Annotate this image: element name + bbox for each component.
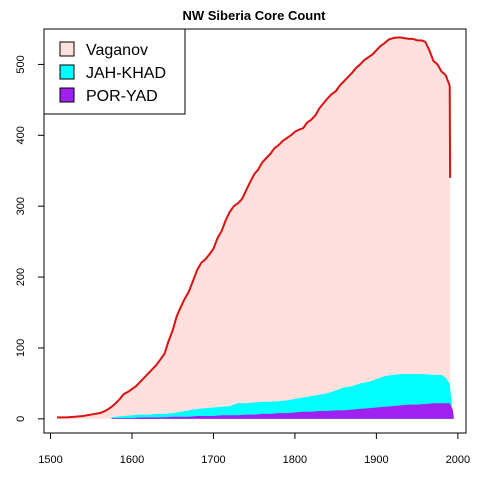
chart-title: NW Siberia Core Count bbox=[182, 8, 326, 23]
x-tick-label: 1900 bbox=[364, 454, 388, 466]
area-layers bbox=[57, 36, 454, 419]
area-jah-khad bbox=[111, 374, 453, 419]
y-tick-label: 500 bbox=[15, 55, 27, 73]
y-tick-label: 200 bbox=[15, 268, 27, 286]
plot-frame bbox=[43, 28, 467, 434]
legend-label-por-yad: POR-YAD bbox=[86, 88, 158, 105]
area-vaganov bbox=[57, 37, 451, 419]
y-tick-label: 0 bbox=[15, 416, 27, 422]
x-tick-label: 1800 bbox=[283, 454, 307, 466]
legend-label-vaganov: Vaganov bbox=[86, 42, 148, 59]
y-axis: 0 100 200 300 400 500 bbox=[15, 55, 45, 422]
line-vaganov bbox=[57, 36, 452, 419]
y-tick-label: 400 bbox=[15, 126, 27, 144]
y-tick-label: 300 bbox=[15, 197, 27, 215]
legend: Vaganov JAH-KHAD POR-YAD bbox=[43, 28, 186, 115]
x-tick-label: 2000 bbox=[446, 454, 470, 466]
legend-label-jah-khad: JAH-KHAD bbox=[86, 65, 166, 82]
x-tick-label: 1600 bbox=[120, 454, 144, 466]
area-por-yad bbox=[111, 403, 454, 419]
x-axis: 1500 1600 1700 1800 1900 2000 bbox=[38, 432, 470, 466]
x-tick-label: 1500 bbox=[38, 454, 62, 466]
y-tick-label: 100 bbox=[15, 339, 27, 357]
legend-swatch-jah-khad bbox=[59, 64, 75, 80]
legend-swatch-vaganov bbox=[59, 41, 75, 57]
x-tick-label: 1700 bbox=[201, 454, 225, 466]
legend-swatch-por-yad bbox=[59, 87, 75, 103]
